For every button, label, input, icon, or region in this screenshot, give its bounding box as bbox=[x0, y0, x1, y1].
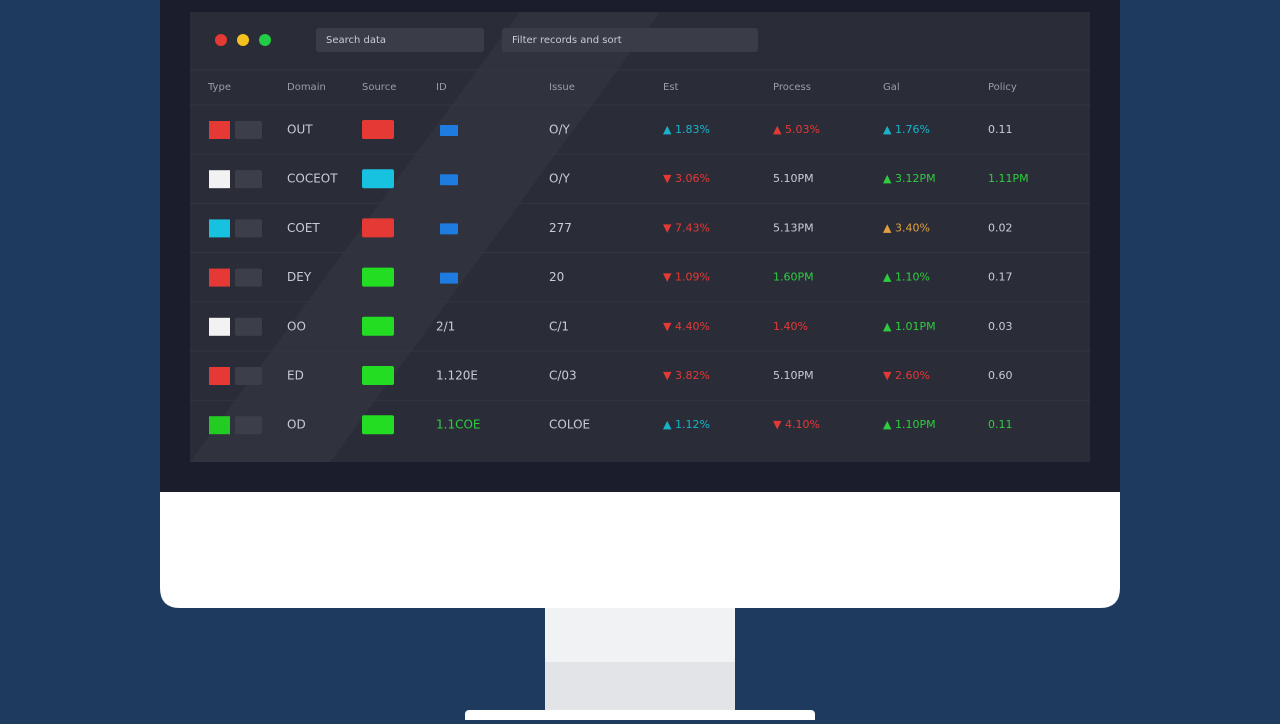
status-toggle bbox=[235, 416, 262, 435]
column-header: Type bbox=[207, 82, 231, 93]
column-header: Source bbox=[362, 82, 396, 93]
search-text: Search data bbox=[326, 35, 386, 46]
value-cell: ▲ 1.83% bbox=[663, 123, 710, 136]
quantity: C/1 bbox=[549, 319, 569, 333]
stand-top bbox=[545, 600, 735, 662]
column-header: Est bbox=[663, 82, 679, 93]
table: Type Domain Source ID Issue Est Process Gal Poli… bbox=[190, 82, 1090, 435]
value-cell: 1.11PM bbox=[988, 172, 1029, 185]
code: OO bbox=[287, 319, 306, 333]
window-close[interactable] bbox=[215, 34, 227, 46]
quantity: O/Y bbox=[549, 172, 570, 186]
value-cell: ▲ 1.12% bbox=[663, 418, 710, 431]
filter-box[interactable] bbox=[502, 28, 758, 52]
value-cell: ▼ 4.40% bbox=[663, 320, 710, 333]
tag bbox=[362, 366, 394, 385]
tag bbox=[362, 169, 394, 189]
value-cell: 0.17 bbox=[988, 271, 1013, 284]
quantity: O/Y bbox=[549, 123, 570, 137]
code: OD bbox=[287, 418, 306, 432]
tag bbox=[362, 415, 394, 435]
value-cell: ▲ 3.12PM bbox=[883, 172, 936, 185]
column-header: Process bbox=[773, 82, 811, 93]
column-header: Issue bbox=[549, 82, 575, 93]
quantity: 20 bbox=[549, 270, 564, 284]
value-cell: ▲ 1.01PM bbox=[883, 320, 936, 333]
value-cell: 5.10PM bbox=[773, 369, 814, 382]
ref: 1.120E bbox=[436, 369, 478, 383]
search-box[interactable] bbox=[316, 28, 484, 52]
status-toggle bbox=[235, 170, 262, 189]
status-toggle bbox=[235, 121, 262, 139]
tag bbox=[362, 218, 394, 238]
quantity: COLOE bbox=[549, 418, 590, 432]
chip bbox=[440, 125, 458, 136]
screen bbox=[190, 12, 1090, 462]
window-minimize[interactable] bbox=[237, 34, 249, 46]
code: COCEOT bbox=[287, 172, 338, 186]
value-cell: ▲ 1.10% bbox=[883, 271, 930, 284]
status-toggle bbox=[235, 317, 262, 336]
tag bbox=[362, 267, 394, 287]
status-swatch bbox=[209, 219, 230, 238]
status-swatch bbox=[209, 367, 230, 385]
value-cell: 5.10PM bbox=[773, 172, 814, 185]
column-header: Policy bbox=[988, 82, 1017, 93]
status-swatch bbox=[209, 317, 230, 336]
status-toggle bbox=[235, 219, 262, 238]
tag bbox=[362, 316, 394, 336]
value-cell: 1.60PM bbox=[773, 271, 814, 284]
status-swatch bbox=[209, 416, 230, 435]
status-toggle bbox=[235, 268, 262, 287]
status-toggle bbox=[235, 367, 262, 385]
value-cell: ▼ 4.10% bbox=[773, 418, 820, 431]
ref: 2/1 bbox=[436, 319, 455, 333]
window-maximize[interactable] bbox=[259, 34, 271, 46]
value-cell: 0.11 bbox=[988, 123, 1013, 136]
tag bbox=[362, 120, 394, 139]
value-cell: 0.03 bbox=[988, 320, 1013, 333]
value-cell: ▲ 3.40% bbox=[883, 221, 930, 234]
status-swatch bbox=[209, 121, 230, 139]
value-cell: ▲ 5.03% bbox=[773, 123, 820, 136]
value-cell: ▼ 2.60% bbox=[883, 369, 930, 382]
stand-base bbox=[465, 710, 815, 724]
quantity: 277 bbox=[549, 221, 572, 235]
quantity: C/03 bbox=[549, 369, 577, 383]
chip bbox=[440, 272, 458, 284]
column-header: Domain bbox=[287, 82, 326, 93]
status-swatch bbox=[209, 268, 230, 287]
monitor-chin bbox=[160, 492, 1120, 608]
column-header: Gal bbox=[883, 82, 900, 93]
value-cell: ▼ 1.09% bbox=[663, 271, 710, 284]
value-cell: 1.40% bbox=[773, 320, 808, 333]
value-cell: ▲ 1.10PM bbox=[883, 418, 936, 431]
value-cell: ▼ 7.43% bbox=[663, 221, 710, 234]
status-swatch bbox=[209, 170, 230, 189]
value-cell: ▼ 3.82% bbox=[663, 369, 710, 382]
code: DEY bbox=[287, 270, 312, 284]
code: OUT bbox=[287, 123, 313, 137]
code: ED bbox=[287, 369, 304, 383]
chip bbox=[440, 223, 458, 235]
code: COET bbox=[287, 221, 320, 235]
value-cell: 0.60 bbox=[988, 369, 1013, 382]
value-cell: 5.13PM bbox=[773, 221, 814, 234]
chip bbox=[440, 174, 458, 186]
value-cell: 0.02 bbox=[988, 221, 1013, 234]
value-cell: 0.11 bbox=[988, 418, 1013, 431]
value-cell: ▼ 3.06% bbox=[663, 172, 710, 185]
ref: 1.1COE bbox=[436, 418, 481, 432]
column-header: ID bbox=[436, 82, 447, 93]
value-cell: ▲ 1.76% bbox=[883, 123, 930, 136]
filter-text: Filter records and sort bbox=[512, 35, 622, 46]
